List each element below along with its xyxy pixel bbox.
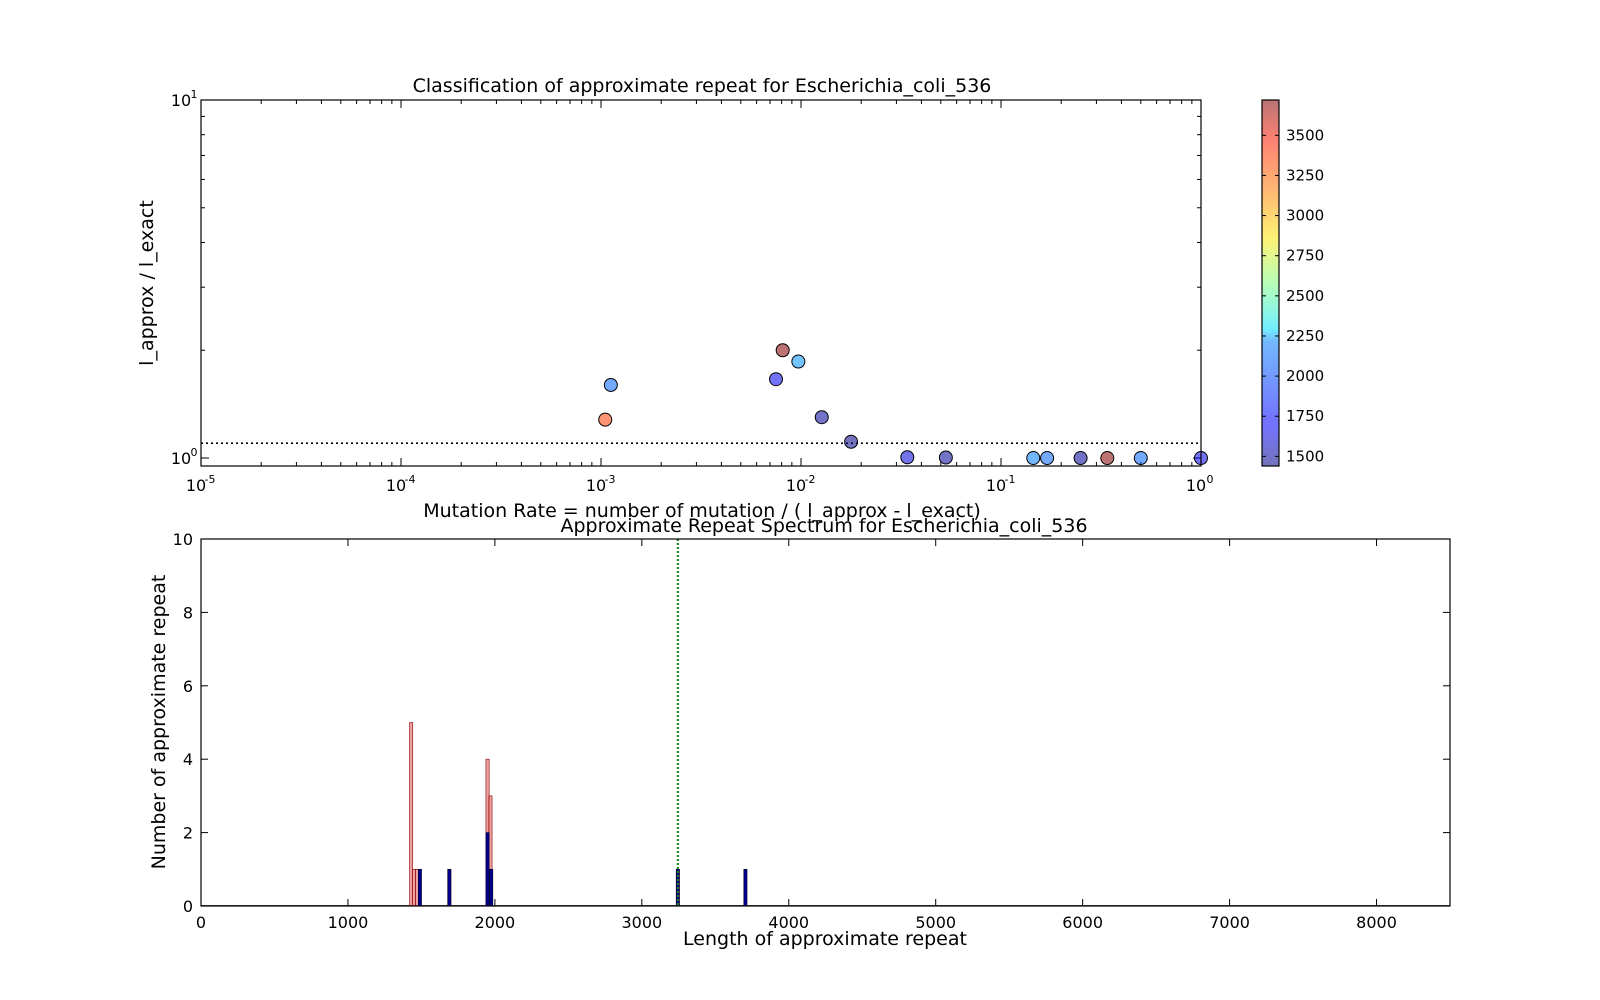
scatter-x-tick-label: 10 — [386, 476, 406, 495]
histogram-y-tick-label: 2 — [183, 824, 193, 843]
colorbar-tick-label: 2000 — [1286, 367, 1324, 385]
scatter-x-tick-exponent: -5 — [205, 473, 216, 486]
scatter-x-tick-label: 10 — [986, 476, 1006, 495]
colorbar: 1500 1750 2000 2250 2500 2750 3000 3250 3500 — [1261, 99, 1324, 467]
scatter-point — [598, 412, 613, 427]
histogram-x-tick-label: 8000 — [1356, 913, 1397, 932]
scatter-minor-ticks — [200, 100, 1202, 466]
histogram-axes-frame — [200, 538, 1451, 907]
scatter-axes-frame — [200, 99, 1202, 467]
histogram-bar — [418, 868, 422, 907]
scatter-ylabel: l_approx / l_exact — [136, 200, 158, 366]
scatter-point — [1040, 451, 1055, 466]
scatter-point — [603, 377, 618, 392]
scatter-x-tick-exponent: -2 — [805, 473, 816, 486]
scatter-title: Classification of approximate repeat for… — [413, 75, 992, 97]
histogram-bars — [201, 722, 1450, 907]
scatter-point — [844, 434, 859, 449]
scatter-x-tick-label: 10 — [186, 476, 206, 495]
scatter-point — [791, 354, 806, 369]
scatter-tick-labels: 10-5 10-4 10-3 10-2 10-1 10 010 010 1 — [171, 88, 1214, 495]
scatter-point — [900, 450, 915, 465]
histogram-x-tick-label: 0 — [196, 913, 206, 932]
histogram-x-tick-label: 6000 — [1062, 913, 1103, 932]
histogram-tick-labels: 0 1000 2000 3000 4000 5000 6000 7000 8000 0 2 4 6 8 10 — [173, 530, 1450, 932]
scatter-y-tick-exponent: 0 — [191, 446, 198, 459]
histogram-x-tick-label: 3000 — [621, 913, 662, 932]
histogram-x-tick-label: 1000 — [328, 913, 369, 932]
scatter-x-tick-label: 10 — [1186, 476, 1206, 495]
scatter-y-tick-exponent: 1 — [191, 88, 198, 101]
scatter-x-tick-exponent: -1 — [1005, 473, 1016, 486]
scatter-x-tick-exponent: -4 — [405, 473, 416, 486]
histogram-title: Approximate Repeat Spectrum for Escheric… — [560, 515, 1087, 537]
scatter-x-tick-exponent: -3 — [605, 473, 616, 486]
histogram-y-tick-label: 8 — [183, 603, 193, 622]
histogram-ylabel: Number of approximate repeat — [148, 575, 170, 870]
histogram-bar — [489, 868, 494, 907]
histogram-bar — [485, 832, 490, 907]
colorbar-tick-label: 1500 — [1286, 447, 1324, 465]
histogram-y-tick-label: 0 — [183, 897, 193, 916]
scatter-point — [1133, 451, 1148, 466]
colorbar-tick-label: 2500 — [1286, 287, 1324, 305]
scatter-point — [775, 343, 790, 358]
colorbar-tick-label: 3250 — [1286, 166, 1324, 184]
scatter-xlabel: Mutation Rate = number of mutation / ( l… — [423, 500, 981, 522]
colorbar-tick-label: 1750 — [1286, 407, 1324, 425]
histogram-x-tick-label: 5000 — [915, 913, 956, 932]
histogram-y-tick-label: 6 — [183, 677, 193, 696]
scatter-point — [1100, 451, 1115, 466]
colorbar-gradient — [1262, 100, 1279, 466]
scatter-point — [1026, 451, 1041, 466]
scatter-point — [1073, 451, 1088, 466]
scatter-points — [598, 343, 1208, 466]
histogram-bar — [743, 868, 748, 907]
scatter-x-tick-exponent: 0 — [1207, 473, 1214, 486]
scatter-y-tick-label: 10 — [171, 449, 191, 468]
histogram-y-tick-label: 4 — [183, 750, 193, 769]
histogram-x-tick-label: 4000 — [768, 913, 809, 932]
histogram-y-tick-label: 10 — [173, 530, 193, 549]
scatter-panel: Classification of approximate repeat for… — [136, 75, 1214, 522]
histogram-x-tick-label: 7000 — [1209, 913, 1250, 932]
colorbar-tick-label: 2250 — [1286, 327, 1324, 345]
colorbar-ticks: 1500 1750 2000 2250 2500 2750 3000 3250 3500 — [1262, 126, 1324, 465]
scatter-point — [814, 410, 829, 425]
scatter-y-tick-label: 10 — [171, 91, 191, 110]
histogram-xlabel: Length of approximate repeat — [683, 928, 967, 950]
colorbar-tick-label: 3500 — [1286, 126, 1324, 144]
scatter-point — [769, 372, 784, 387]
scatter-x-tick-label: 10 — [786, 476, 806, 495]
colorbar-frame — [1261, 99, 1280, 467]
scatter-x-tick-label: 10 — [586, 476, 606, 495]
colorbar-tick-label: 2750 — [1286, 247, 1324, 265]
scatter-point — [938, 450, 953, 465]
histogram-panel: Approximate Repeat Spectrum for Escheric… — [148, 515, 1451, 950]
histogram-bar — [447, 868, 452, 907]
colorbar-tick-label: 3000 — [1286, 207, 1324, 225]
histogram-x-tick-label: 2000 — [475, 913, 516, 932]
